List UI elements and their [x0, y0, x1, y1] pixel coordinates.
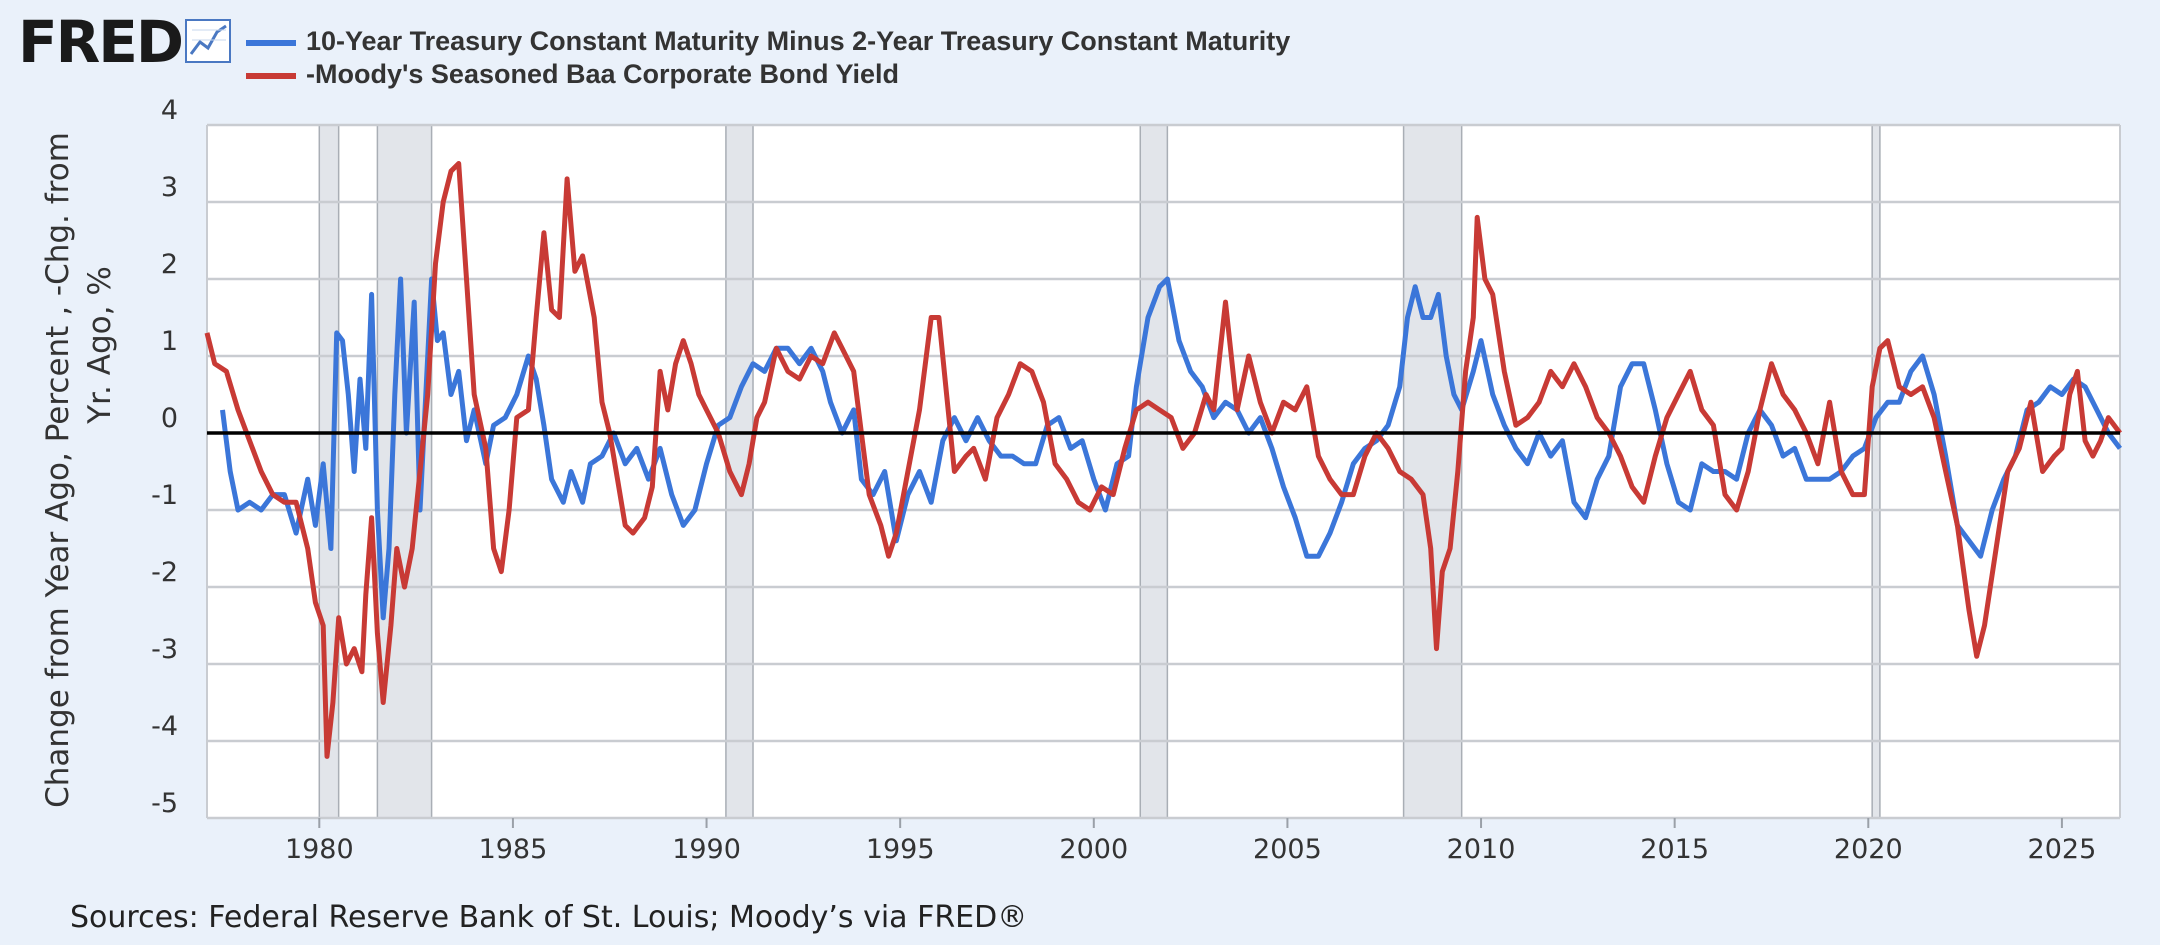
y-axis-ticks: 4 3 2 1 0 -1 -2 -3 -4 -5	[151, 95, 178, 819]
y-tick-label: -4	[151, 711, 178, 742]
fred-logo[interactable]: FRED	[18, 8, 231, 76]
y-tick-label: 1	[161, 326, 178, 357]
x-tick-label: 2005	[1253, 834, 1322, 865]
gridlines	[206, 123, 2121, 820]
y-axis-label-line1: Change from Year Ago, Percent , -Chg. fr…	[40, 132, 76, 808]
series-line-baa-yield	[204, 161, 2122, 759]
x-tick-label: 1985	[479, 834, 548, 865]
y-tick-label: 3	[161, 172, 178, 203]
recession-band	[1403, 125, 1462, 818]
y-tick-label: -2	[151, 557, 178, 588]
y-tick-label: 2	[161, 249, 178, 280]
x-tick-label: 1990	[672, 834, 741, 865]
x-tick-label: 2015	[1640, 834, 1709, 865]
line-chart-icon	[185, 19, 231, 63]
y-tick-label: -5	[151, 788, 178, 819]
legend-label-spread: 10-Year Treasury Constant Maturity Minus…	[306, 26, 1290, 56]
fred-logo-text: FRED	[18, 8, 182, 76]
y-tick-label: -3	[151, 634, 178, 665]
series-lines	[204, 161, 2122, 759]
x-tick-label: 2020	[1834, 834, 1903, 865]
x-tick-label: 1980	[285, 834, 354, 865]
y-tick-label: 4	[161, 95, 178, 126]
legend: 10-Year Treasury Constant Maturity Minus…	[246, 26, 1290, 89]
source-note: Sources: Federal Reserve Bank of St. Lou…	[70, 900, 1027, 935]
y-axis-label: Change from Year Ago, Percent , -Chg. fr…	[40, 132, 118, 808]
x-tick-label: 2000	[1059, 834, 1128, 865]
y-tick-label: -1	[151, 480, 178, 511]
x-axis-ticks: 1980 1985 1990 1995 2000 2005 2010 2015 2020 2025	[285, 818, 2096, 865]
x-tick-label: 2010	[1447, 834, 1516, 865]
x-tick-label: 1995	[866, 834, 935, 865]
y-axis-label-line2: Yr. Ago, %	[82, 266, 118, 425]
series-line-treasury-spread	[220, 276, 2122, 621]
x-tick-label: 2025	[2028, 834, 2097, 865]
recession-band	[1872, 125, 1880, 818]
legend-label-baa: -Moody's Seasoned Baa Corporate Bond Yie…	[306, 59, 899, 89]
recession-band	[1140, 125, 1168, 818]
y-tick-label: 0	[161, 403, 178, 434]
